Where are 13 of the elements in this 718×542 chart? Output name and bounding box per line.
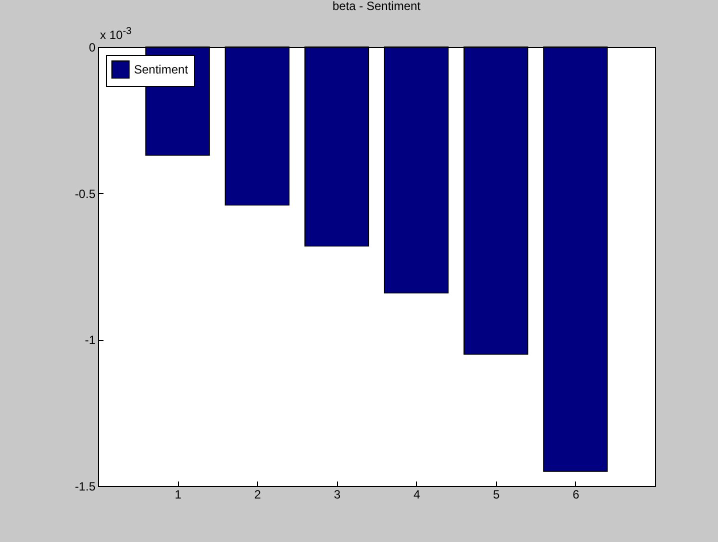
x-tick-label: 4	[413, 488, 420, 502]
legend-label: Sentiment	[134, 62, 189, 76]
x-tick-label: 6	[572, 488, 580, 502]
x-tick-label: 2	[254, 488, 262, 502]
x-tick-label: 1	[174, 488, 182, 502]
y-tick-label: 0	[88, 40, 96, 54]
y-tick-label: -0.5	[74, 186, 96, 201]
y-tick-label: -1.5	[74, 480, 96, 494]
text: x 10$^{-3}$	[100, 26, 132, 42]
chart-title: beta - Sentiment	[332, 0, 422, 13]
y-tick-label: -1	[84, 333, 96, 348]
x-tick-label: 5	[493, 488, 500, 502]
x-tick-label: 3	[334, 488, 341, 502]
